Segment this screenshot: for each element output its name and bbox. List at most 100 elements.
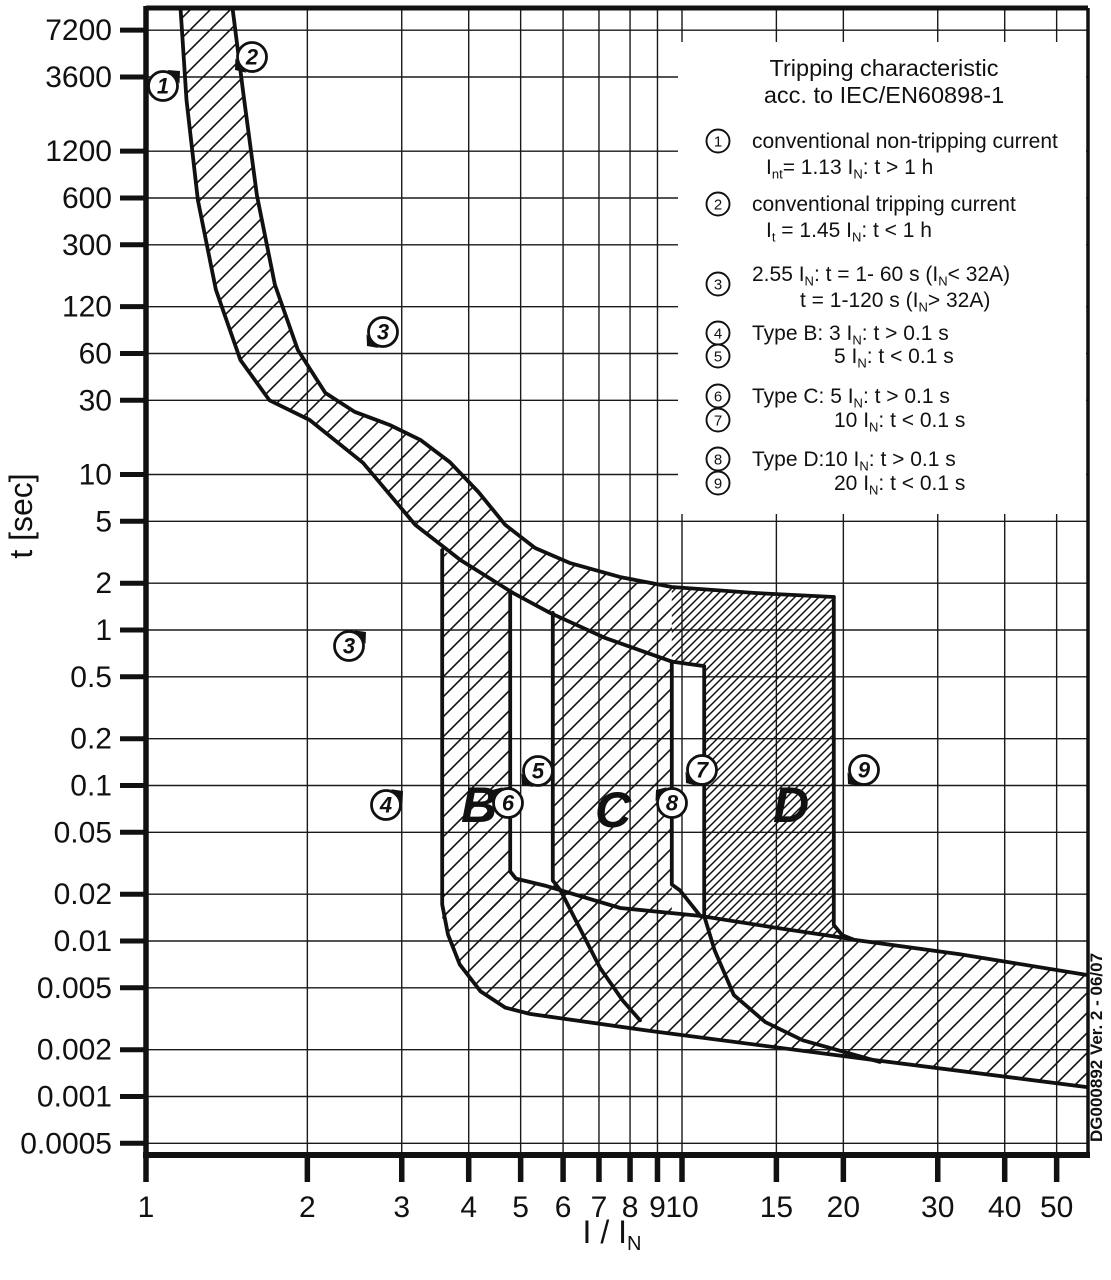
x-tick-label-9: 9 xyxy=(649,1191,666,1224)
curve-type-b-lower-magnetic xyxy=(440,548,1089,1089)
x-tick-label-50: 50 xyxy=(1040,1191,1073,1224)
legend-item-text2: Int= 1.13 IN: t > 1 h xyxy=(766,156,933,182)
type-b-band xyxy=(442,550,511,924)
y-tick-label-60: 60 xyxy=(79,337,112,370)
marker-number: 4 xyxy=(379,793,392,818)
x-tick-label-20: 20 xyxy=(827,1191,860,1224)
x-tick-label-10: 10 xyxy=(665,1191,698,1224)
x-tick-label-5: 5 xyxy=(512,1191,529,1224)
x-tick-label-1: 1 xyxy=(138,1191,155,1224)
x-tick-label-4: 4 xyxy=(460,1191,477,1224)
x-tick-label-15: 15 xyxy=(760,1191,793,1224)
legend-number: 2 xyxy=(714,197,722,214)
marker-3: 3 xyxy=(333,630,366,662)
document-code: DG000892 Ver. 2 - 06/07 xyxy=(1087,953,1106,1142)
legend-item-text2: It = 1.45 IN: t < 1 h xyxy=(766,219,932,245)
marker-circle xyxy=(492,787,524,819)
bands xyxy=(180,8,1088,1088)
marker-9: 9 xyxy=(847,754,880,786)
marker-number: 1 xyxy=(157,74,169,99)
y-tick-label-0.2: 0.2 xyxy=(70,723,112,756)
marker-circle xyxy=(656,787,688,819)
type-letters: B C D xyxy=(461,777,809,838)
y-tick-label-0.001: 0.001 xyxy=(37,1081,112,1114)
legend-number-circle xyxy=(705,383,731,409)
legend-number: 1 xyxy=(714,134,722,151)
y-tick-label-0.01: 0.01 xyxy=(54,925,112,958)
marker-circle xyxy=(236,41,268,73)
x-tick-label-8: 8 xyxy=(622,1191,639,1224)
legend-number: 8 xyxy=(714,452,722,469)
legend-item-5: 5 5 IN: t < 0.1 s xyxy=(705,343,954,371)
marker-4: 4 xyxy=(370,789,403,821)
marker-circle xyxy=(522,755,554,787)
marker-2: 2 xyxy=(235,41,268,73)
x-tick-label-7: 7 xyxy=(591,1191,608,1224)
marker-6: 6 xyxy=(491,787,524,819)
type-c-letter: C xyxy=(595,782,632,838)
marker-circle xyxy=(686,754,718,786)
marker-1: 1 xyxy=(147,70,180,102)
y-tick-label-0.02: 0.02 xyxy=(54,878,112,911)
marker-7: 7 xyxy=(685,754,718,786)
y-tick-label-120: 120 xyxy=(62,291,112,324)
legend-item-2: 2 conventional tripping current It = 1.45 … xyxy=(705,191,1016,245)
y-tick-label-0.005: 0.005 xyxy=(37,972,112,1005)
marker-number: 9 xyxy=(858,758,871,783)
curve-type-c-lower-magnetic xyxy=(550,610,642,1023)
y-tick-label-0.1: 0.1 xyxy=(70,770,112,803)
marker-circle xyxy=(848,754,880,786)
x-tick-label-40: 40 xyxy=(988,1191,1021,1224)
marker-5: 5 xyxy=(521,755,554,787)
curve-lower-thermal-limit xyxy=(178,6,674,664)
legend-item-7: 7 10 IN: t < 0.1 s xyxy=(705,407,965,435)
marker-number: 5 xyxy=(532,759,545,784)
y-tick-label-30: 30 xyxy=(79,384,112,417)
marker-8: 8 xyxy=(655,787,688,819)
y-tick-label-7200: 7200 xyxy=(45,14,112,47)
type-c-band xyxy=(552,612,672,924)
legend-item-text: Type B: 3 IN: t > 0.1 s xyxy=(752,322,949,348)
curve-upper-thermal-limit xyxy=(230,6,836,599)
legend-number-circle xyxy=(705,271,731,297)
legend-item-text: 5 IN: t < 0.1 s xyxy=(834,345,954,371)
watermark: DG000892 Ver. 2 - 06/07 xyxy=(1087,953,1106,1142)
legend-item-text: Type D:10 IN: t > 0.1 s xyxy=(752,448,956,474)
legend-number: 5 xyxy=(714,349,722,366)
y-tick-label-0.5: 0.5 xyxy=(70,661,112,694)
legend-item-1: 1 conventional non-tripping current Int= 1… xyxy=(705,128,1058,182)
legend-item-text: 10 IN: t < 0.1 s xyxy=(834,409,965,435)
legend-number-circle xyxy=(705,191,731,217)
y-tick-label-600: 600 xyxy=(62,182,112,215)
legend-number: 4 xyxy=(714,326,722,343)
x-tick-label-3: 3 xyxy=(393,1191,410,1224)
legend-number-circle xyxy=(705,343,731,369)
legend-item-text: conventional tripping current xyxy=(752,193,1016,216)
curve-instantaneous-upper-envelope xyxy=(698,914,1089,977)
y-tick-label-3600: 3600 xyxy=(45,61,112,94)
curve-type-b-upper-magnetic xyxy=(508,589,702,918)
marker-3: 3 xyxy=(366,316,399,348)
legend-title-line2: acc. to IEC/EN60898-1 xyxy=(764,82,1004,108)
axes: 7200360012006003001206030105210.50.20.10… xyxy=(3,5,1090,1255)
legend-item-text: Type C: 5 IN: t > 0.1 s xyxy=(752,385,950,411)
curve-type-c-upper-magnetic xyxy=(669,659,702,918)
marker-number: 7 xyxy=(696,758,710,783)
legend-item-text: 2.55 IN: t = 1- 60 s (IN< 32A) xyxy=(752,263,1010,289)
curves xyxy=(178,6,1089,1089)
y-tick-label-0.002: 0.002 xyxy=(37,1034,112,1067)
legend-box xyxy=(678,42,1086,514)
legend-number-circle xyxy=(705,407,731,433)
legend-item-text2: t = 1-120 s (IN> 32A) xyxy=(800,289,990,315)
y-axis-title: t [sec] xyxy=(3,473,39,558)
legend-item-6: 6 Type C: 5 IN: t > 0.1 s xyxy=(705,383,950,411)
type-b-letter: B xyxy=(461,777,497,833)
legend-number: 6 xyxy=(714,389,722,406)
marker-number: 2 xyxy=(245,45,259,70)
curve-type-d-lower-magnetic xyxy=(669,659,882,1064)
x-tick-label-2: 2 xyxy=(299,1191,316,1224)
type-d-band xyxy=(671,587,852,939)
